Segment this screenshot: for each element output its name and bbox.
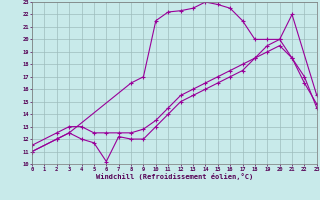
X-axis label: Windchill (Refroidissement éolien,°C): Windchill (Refroidissement éolien,°C) <box>96 173 253 180</box>
